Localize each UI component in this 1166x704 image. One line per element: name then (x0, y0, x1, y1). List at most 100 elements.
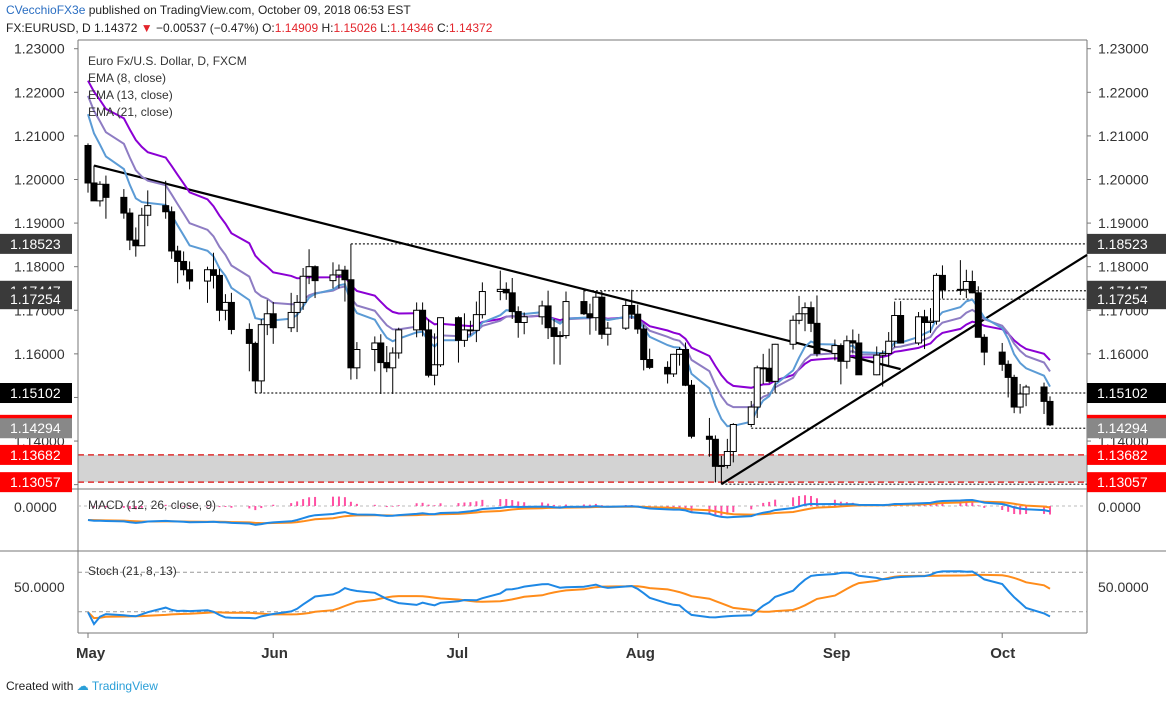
candle-body (353, 349, 361, 369)
macd-pane (78, 495, 1087, 526)
candle-body (580, 301, 588, 315)
candle-body (257, 324, 265, 382)
candle-body (168, 211, 176, 252)
candle-body (640, 328, 648, 361)
candle-body (885, 340, 893, 354)
price-tick-right: 1.23000 (1098, 41, 1149, 57)
candle-body (729, 423, 737, 453)
price-tick-left: 1.18000 (14, 259, 65, 275)
legend-ema21: EMA (21, close) (88, 105, 173, 119)
month-label: Jul (446, 645, 468, 662)
candle-body (980, 336, 988, 353)
price-tag-left-box (0, 472, 72, 493)
candle-body (335, 269, 343, 276)
candle-body (753, 367, 761, 408)
candle-body (765, 367, 773, 382)
candle-body (1004, 363, 1012, 378)
candle-body (138, 214, 146, 247)
price-tick-right: 1.19000 (1098, 215, 1149, 231)
candle-body (162, 205, 170, 213)
price-tick-right: 1.22000 (1098, 84, 1149, 100)
candle-body (126, 212, 134, 241)
candle-body (670, 353, 678, 375)
candle-body (263, 313, 271, 326)
candle-body (974, 292, 982, 338)
candlesticks (84, 143, 1054, 485)
price-tick-left: 1.21000 (14, 128, 65, 144)
candle-body (508, 292, 516, 313)
candle-body (897, 315, 905, 344)
price-tag-left-label: 1.15102 (10, 385, 61, 401)
candle-body (598, 296, 606, 335)
price-tick-left: 1.16000 (14, 346, 65, 362)
chart-frame (0, 39, 1166, 634)
candle-body (1046, 400, 1054, 426)
candle-body (132, 239, 140, 247)
candle-body (245, 328, 253, 344)
candle-body (269, 313, 277, 329)
ema-lines (87, 80, 1051, 428)
candle-body (251, 342, 259, 382)
candle-body (299, 275, 307, 303)
candle-body (395, 329, 403, 354)
candle-body (84, 144, 92, 184)
ema8-line (87, 113, 1051, 428)
tradingview-link[interactable]: TradingView (91, 679, 158, 693)
candle-body (759, 367, 767, 370)
low-value: 1.14346 (390, 21, 434, 35)
month-label: Aug (626, 645, 655, 662)
price-change: −0.00537 (−0.47%) (156, 21, 259, 35)
candle-body (431, 364, 439, 376)
candle-body (502, 288, 510, 294)
candle-body (1022, 386, 1030, 395)
stoch-label: Stoch (21, 8, 13) (88, 564, 177, 578)
candle-body (478, 291, 486, 316)
candle-body (795, 313, 803, 321)
chart-legend: Euro Fx/U.S. Dollar, D, FXCM EMA (8, clo… (14, 54, 1149, 595)
author-link[interactable]: CVecchioFX3e (6, 3, 86, 17)
price-tag-right-label: 1.18523 (1097, 236, 1148, 252)
price-tag-left-box (0, 383, 72, 404)
support-zone (78, 454, 1087, 483)
candle-body (466, 329, 474, 332)
candle-body (968, 281, 976, 294)
candle-body (514, 311, 522, 323)
candle-body (305, 266, 313, 277)
price-tag-right-box (1087, 289, 1166, 310)
price-tag-right-label: 1.15102 (1097, 385, 1148, 401)
price-tick-right: 1.21000 (1098, 128, 1149, 144)
support-zone-band (78, 454, 1087, 483)
candle-body (634, 313, 642, 330)
candle-body (186, 269, 194, 282)
candle-body (646, 359, 654, 368)
price-tag-right-box (1087, 383, 1166, 404)
chart-title: Euro Fx/U.S. Dollar, D, FXCM (88, 54, 247, 68)
candle-body (120, 196, 128, 214)
candle-body (747, 406, 755, 425)
candle-body (347, 279, 355, 369)
candle-body (227, 301, 235, 330)
month-label: Oct (990, 645, 1015, 662)
candle-body (538, 305, 546, 318)
price-tag-left-label: 1.13057 (10, 474, 61, 490)
close-value: 1.14372 (448, 21, 493, 35)
price-tag-right-box (1087, 444, 1166, 465)
candle-body (1010, 376, 1018, 408)
publish-header: CVecchioFX3e published on TradingView.co… (6, 3, 411, 17)
candle-body (711, 438, 719, 467)
candle-body (472, 314, 480, 331)
candle-body (520, 316, 528, 323)
low-label: L: (380, 21, 391, 35)
candle-body (807, 307, 815, 324)
price-tick-left: 1.23000 (14, 41, 65, 57)
open-label: O: (262, 21, 275, 35)
candle-body (604, 327, 612, 335)
price-tag-right-label: 1.17254 (1097, 291, 1148, 307)
stoch-tick-right: 50.0000 (1098, 579, 1149, 595)
candle-body (873, 354, 881, 376)
tradingview-logo-icon: ☁ (76, 679, 89, 693)
candle-body (419, 309, 427, 331)
candle-body (831, 345, 839, 354)
trendlines (93, 164, 1088, 486)
